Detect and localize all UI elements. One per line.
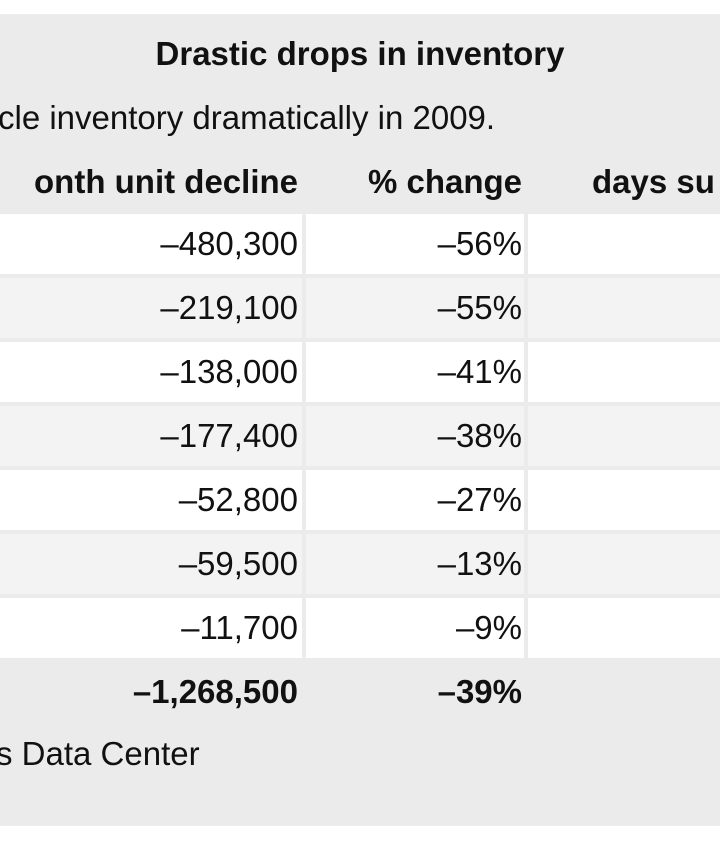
table-cell: –59,500 xyxy=(178,545,298,582)
table-subtitle: cle inventory dramatically in 2009. xyxy=(0,99,496,136)
row-background xyxy=(306,598,524,658)
row-background xyxy=(0,470,302,530)
row-background xyxy=(0,342,302,402)
row-background xyxy=(528,598,720,658)
row-background xyxy=(528,214,720,274)
row-background xyxy=(0,534,302,594)
table-cell: –52,800 xyxy=(178,481,298,518)
column-header: % change xyxy=(367,163,522,200)
table-cell: –56% xyxy=(437,225,522,262)
row-background xyxy=(306,214,524,274)
total-cell: –1,268,500 xyxy=(132,673,298,710)
row-background xyxy=(0,598,302,658)
table-cell: –41% xyxy=(437,353,522,390)
row-background xyxy=(528,470,720,530)
table-cell: –138,000 xyxy=(160,353,298,390)
table-cell: –9% xyxy=(455,609,522,646)
row-background xyxy=(306,406,524,466)
total-cell: –39% xyxy=(437,673,522,710)
row-background xyxy=(306,470,524,530)
row-background xyxy=(528,278,720,338)
row-background xyxy=(528,534,720,594)
table-cell: –27% xyxy=(437,481,522,518)
table-title: Drastic drops in inventory xyxy=(155,35,565,72)
table-cell: –177,400 xyxy=(160,417,298,454)
row-background xyxy=(306,534,524,594)
row-background xyxy=(0,278,302,338)
table-cell: –11,700 xyxy=(181,609,298,646)
row-background xyxy=(306,278,524,338)
column-header: onth unit decline xyxy=(34,163,298,200)
row-background xyxy=(306,342,524,402)
table-cell: –38% xyxy=(437,417,522,454)
row-background xyxy=(528,342,720,402)
row-background xyxy=(0,214,302,274)
column-header: days su xyxy=(592,163,715,200)
row-background xyxy=(0,406,302,466)
row-background xyxy=(528,406,720,466)
table-cell: –480,300 xyxy=(160,225,298,262)
table-cell: –219,100 xyxy=(160,289,298,326)
table-source: s Data Center xyxy=(0,735,200,772)
table-cell: –13% xyxy=(437,545,522,582)
table-cell: –55% xyxy=(437,289,522,326)
